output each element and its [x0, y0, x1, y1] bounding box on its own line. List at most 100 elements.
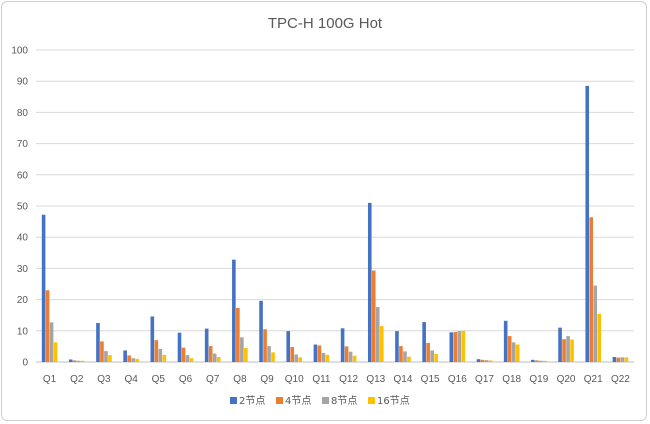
- legend-item: 4节点: [276, 395, 311, 407]
- bar-Q8-4节点: [236, 308, 240, 362]
- bar-Q21-2节点: [585, 85, 590, 362]
- x-tick-label: Q22: [611, 374, 630, 385]
- legend-swatch: [322, 397, 329, 404]
- legend-label: 8节点: [331, 395, 357, 407]
- bar-Q5-2节点: [150, 316, 155, 362]
- bar-Q11-4节点: [317, 345, 322, 362]
- bar-Q5-8节点: [158, 348, 163, 362]
- bar-Q22-8节点: [620, 357, 625, 362]
- bar-Q21-16节点: [597, 313, 602, 362]
- bar-Q12-8节点: [348, 351, 353, 362]
- bar-Q4-4节点: [127, 355, 131, 362]
- bar-Q2-4节点: [72, 360, 77, 362]
- y-tick-label: 70: [17, 139, 29, 150]
- bar-Q8-16节点: [244, 347, 248, 362]
- bar-Q22-2节点: [612, 357, 617, 362]
- bar-Q20-8节点: [566, 336, 570, 362]
- bar-Q16-16节点: [461, 330, 466, 362]
- bar-Q2-2节点: [68, 359, 73, 362]
- bar-Q20-2节点: [558, 327, 562, 362]
- bar-Q14-16节点: [407, 356, 411, 362]
- legend-item: 2节点: [230, 395, 265, 407]
- bar-Q4-16节点: [135, 358, 139, 362]
- x-tick-label: Q11: [312, 374, 331, 385]
- bar-Q10-2节点: [286, 331, 291, 362]
- bar-Q16-2节点: [449, 332, 454, 362]
- x-tick-label: Q2: [70, 374, 84, 385]
- x-tick-labels: Q1 Q2 Q3 Q4 Q5 Q6 Q7 Q8 Q9 Q10 Q11 Q12 Q13 Q14 Q15 Q16 Q…: [43, 374, 630, 385]
- bar-Q8-8节点: [240, 337, 244, 362]
- bar-Q19-16节点: [543, 360, 547, 362]
- x-tick-label: Q21: [584, 374, 603, 385]
- bar-Q18-8节点: [511, 342, 516, 362]
- bar-Q15-2节点: [422, 322, 426, 362]
- bar-Q6-8节点: [185, 355, 190, 362]
- y-tick-label: 80: [17, 108, 29, 119]
- x-tick-label: Q14: [394, 374, 413, 385]
- bar-Q13-2节点: [367, 202, 372, 362]
- bar-Q4-8节点: [131, 358, 135, 362]
- bar-Q14-4节点: [399, 346, 403, 362]
- x-tick-label: Q4: [124, 374, 138, 385]
- bar-Q1-16节点: [53, 342, 58, 362]
- x-tick-label: Q7: [206, 374, 220, 385]
- bar-Q19-8节点: [539, 360, 543, 362]
- y-tick-label: 30: [17, 264, 29, 275]
- y-tick-label: 20: [17, 295, 29, 306]
- y-tick-label: 50: [17, 202, 29, 213]
- bar-Q14-8节点: [403, 351, 407, 362]
- x-tick-label: Q18: [502, 374, 521, 385]
- bar-Q11-2节点: [313, 344, 318, 362]
- bar-Q22-4节点: [616, 357, 621, 362]
- bar-Q19-4节点: [535, 360, 539, 362]
- bar-Q9-8节点: [267, 346, 271, 362]
- x-tick-label: Q13: [366, 374, 385, 385]
- bar-Q14-2节点: [395, 331, 399, 362]
- x-tick-label: Q1: [43, 374, 57, 385]
- legend-item: 16节点: [368, 395, 410, 407]
- bar-Q18-16节点: [515, 344, 520, 362]
- legend-label: 2节点: [239, 395, 265, 407]
- bar-Q6-2节点: [177, 332, 182, 362]
- legend-label: 4节点: [285, 395, 311, 407]
- bar-Q7-4节点: [208, 346, 213, 362]
- bar-Q3-8节点: [104, 351, 108, 362]
- x-tick-label: Q8: [233, 374, 247, 385]
- bar-Q17-8节点: [484, 360, 489, 362]
- bar-Q12-4节点: [344, 346, 349, 362]
- bar-Q3-16节点: [108, 355, 112, 362]
- x-tick-label: Q10: [285, 374, 304, 385]
- x-tick-label: Q15: [421, 374, 440, 385]
- bar-Q15-4节点: [426, 342, 430, 362]
- bar-Q20-16节点: [570, 339, 574, 362]
- y-tick-label: 40: [17, 233, 29, 244]
- bar-Q13-4节点: [371, 270, 376, 362]
- bar-Q1-2节点: [41, 214, 46, 362]
- legend-item: 8节点: [322, 395, 357, 407]
- bar-Q12-2节点: [340, 328, 345, 362]
- bar-Q15-16节点: [434, 353, 438, 362]
- bar-Q21-4节点: [589, 217, 594, 362]
- bar-Q4-2节点: [123, 350, 127, 362]
- x-tick-label: Q3: [97, 374, 111, 385]
- bar-Q5-4节点: [154, 340, 159, 362]
- bar-Q21-8节点: [593, 285, 598, 362]
- bar-Q11-16节点: [325, 354, 330, 362]
- x-tick-label: Q19: [529, 374, 548, 385]
- bar-Q9-2节点: [259, 300, 263, 362]
- bar-Q13-8节点: [375, 307, 380, 362]
- bar-Q2-8节点: [76, 360, 81, 362]
- bar-Q6-16节点: [189, 358, 194, 362]
- bar-Q20-4节点: [562, 339, 566, 362]
- grid-layer: 0 10 20 30 40 50 60 70 80 90 100: [11, 46, 634, 369]
- x-tick-label: Q16: [448, 374, 467, 385]
- x-tick-label: Q6: [179, 374, 193, 385]
- bar-Q3-2节点: [96, 323, 100, 362]
- bar-Q5-16节点: [162, 354, 167, 362]
- bar-Q18-4节点: [507, 336, 512, 362]
- bar-Q12-16节点: [352, 355, 357, 362]
- bar-Q9-16节点: [271, 352, 275, 362]
- bar-Q19-2节点: [531, 359, 535, 362]
